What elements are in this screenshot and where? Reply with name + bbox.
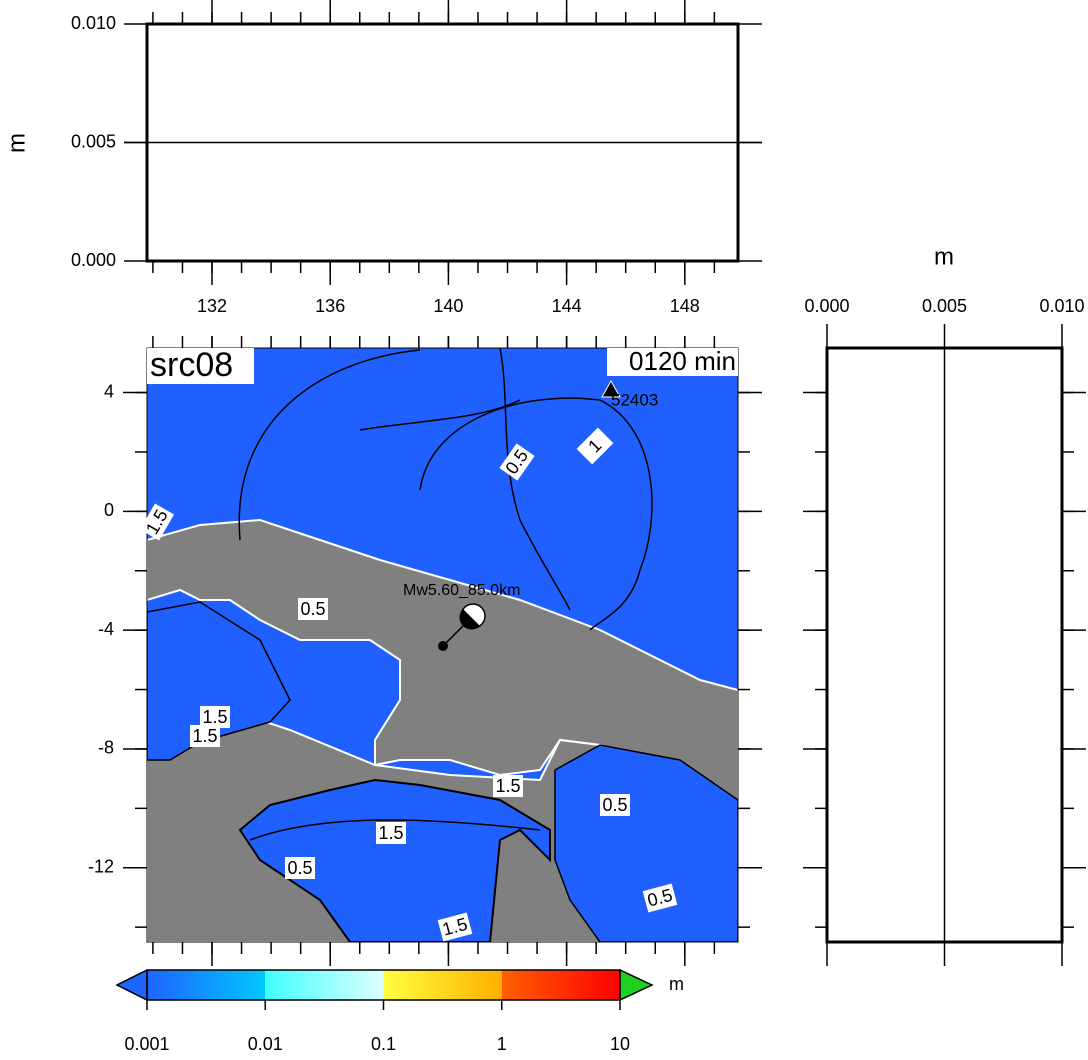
x-tick-label: 148 <box>670 296 700 316</box>
sea <box>147 601 291 761</box>
colorbar-tick-label: 1 <box>497 1034 507 1054</box>
contour-label: 0.5 <box>285 857 315 879</box>
contour-label-text: 0.5 <box>602 795 627 815</box>
contour-label: 1 <box>576 427 614 465</box>
label-box <box>147 348 254 384</box>
y-tick-label: -8 <box>98 738 114 758</box>
label-box <box>437 912 473 942</box>
label-box <box>493 775 523 797</box>
x-tick-label: 144 <box>552 296 582 316</box>
colorbar-segment <box>501 970 620 1000</box>
x-tick-label: 0.010 <box>1039 296 1084 316</box>
map-title: src08 <box>150 346 233 384</box>
y-tick-label: 0.000 <box>71 250 116 270</box>
y-tick-label: -12 <box>88 857 114 877</box>
colorbar-unit: m <box>669 974 684 994</box>
station-marker <box>601 379 621 398</box>
x-tick-label: 132 <box>197 296 227 316</box>
y-tick-label: 0.005 <box>71 131 116 151</box>
contour-label: 1.5 <box>493 775 523 797</box>
contour-label-text: 0.5 <box>287 858 312 878</box>
map-area <box>147 348 738 942</box>
x-tick-label: 140 <box>433 296 463 316</box>
colorbar-over <box>619 968 654 1002</box>
y-tick-label: -4 <box>98 619 114 639</box>
contour-label-text: 1.5 <box>495 776 520 796</box>
contour-label: 0.5 <box>642 883 678 913</box>
colorbar-segment <box>383 970 502 1000</box>
label-box <box>499 443 535 481</box>
label-box <box>607 348 738 376</box>
label-box <box>190 725 220 747</box>
label-box <box>200 706 230 728</box>
colorbar-segment <box>147 970 266 1000</box>
x-tick-label: 136 <box>315 296 345 316</box>
time-label: 0120 min <box>629 346 736 376</box>
contour-label: 1.5 <box>437 912 473 942</box>
label-box <box>642 883 678 913</box>
colorbar-tick-label: 10 <box>610 1034 630 1054</box>
y-tick-label: 0 <box>104 500 114 520</box>
map-frame <box>146 347 739 943</box>
contour-label-text: 1.5 <box>202 707 227 727</box>
epicenter <box>438 641 448 651</box>
label-box <box>298 598 328 620</box>
y-tick-label: 4 <box>104 381 114 401</box>
contour-label-text: 0.5 <box>300 599 325 619</box>
y-tick-label: 0.010 <box>71 13 116 33</box>
label-box <box>576 427 614 465</box>
source-label: Mw5.60_85.0km <box>403 582 520 599</box>
label-box <box>285 857 315 879</box>
contour-label: 1.5 <box>190 725 220 747</box>
contour-label-text: 1.5 <box>192 726 217 746</box>
colorbar-tick-label: 0.01 <box>248 1034 283 1054</box>
colorbar-segment <box>265 970 384 1000</box>
land <box>147 518 738 822</box>
contour-label: 0.5 <box>298 598 328 620</box>
label-box <box>139 503 175 541</box>
colorbar-under <box>115 968 148 1002</box>
y-axis-label: m <box>3 133 30 153</box>
x-axis-label: m <box>934 243 954 270</box>
contour <box>249 348 571 841</box>
colorbar-tick-label: 0.1 <box>371 1034 396 1054</box>
station-label: 52403 <box>611 390 658 409</box>
label-box <box>376 822 406 844</box>
label-box <box>600 794 630 816</box>
contour-label: 0.5 <box>600 794 630 816</box>
contour-label: 1.5 <box>200 706 230 728</box>
colorbar-tick-label: 0.001 <box>124 1034 169 1054</box>
x-tick-label: 0.000 <box>804 296 849 316</box>
x-tick-label: 0.005 <box>922 296 967 316</box>
sea <box>238 778 551 942</box>
contour-label-text: 1.5 <box>378 823 403 843</box>
beachball-quadrant <box>459 609 480 630</box>
contour-label: 1.5 <box>376 822 406 844</box>
